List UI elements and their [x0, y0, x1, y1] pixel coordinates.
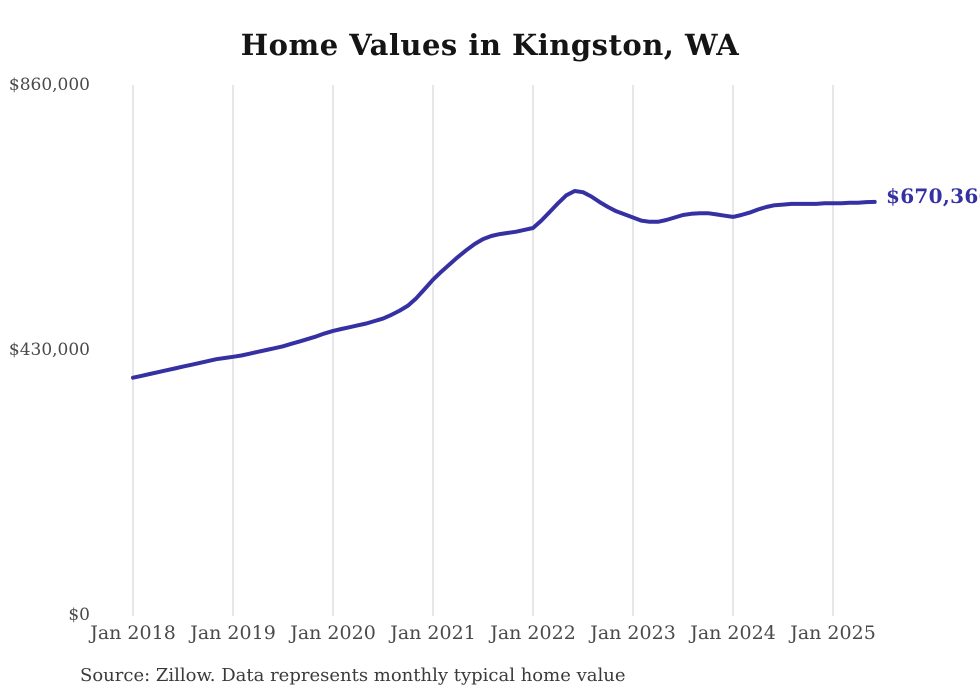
x-axis-label-jan-2018: Jan 2018	[90, 622, 176, 644]
current-value-label: $670,366	[886, 184, 980, 208]
x-axis-label-jan-2020: Jan 2020	[290, 622, 376, 644]
x-axis-label-jan-2022: Jan 2022	[490, 622, 576, 644]
x-axis-label-jan-2019: Jan 2019	[190, 622, 276, 644]
gridlines-layer	[132, 85, 834, 616]
chart-title: Home Values in Kingston, WA	[240, 28, 740, 62]
value-line	[131, 189, 877, 380]
y-axis-label-860000: $860,000	[8, 75, 90, 95]
x-axis-label-jan-2023: Jan 2023	[590, 622, 676, 644]
y-axis-label-430000: $430,000	[8, 340, 90, 360]
x-axis-label-jan-2024: Jan 2024	[690, 622, 776, 644]
source-note: Source: Zillow. Data represents monthly …	[80, 665, 626, 686]
x-axis-label-jan-2025: Jan 2025	[790, 622, 876, 644]
y-axis-label-0: $0	[68, 605, 90, 625]
x-axis-label-jan-2021: Jan 2021	[390, 622, 476, 644]
